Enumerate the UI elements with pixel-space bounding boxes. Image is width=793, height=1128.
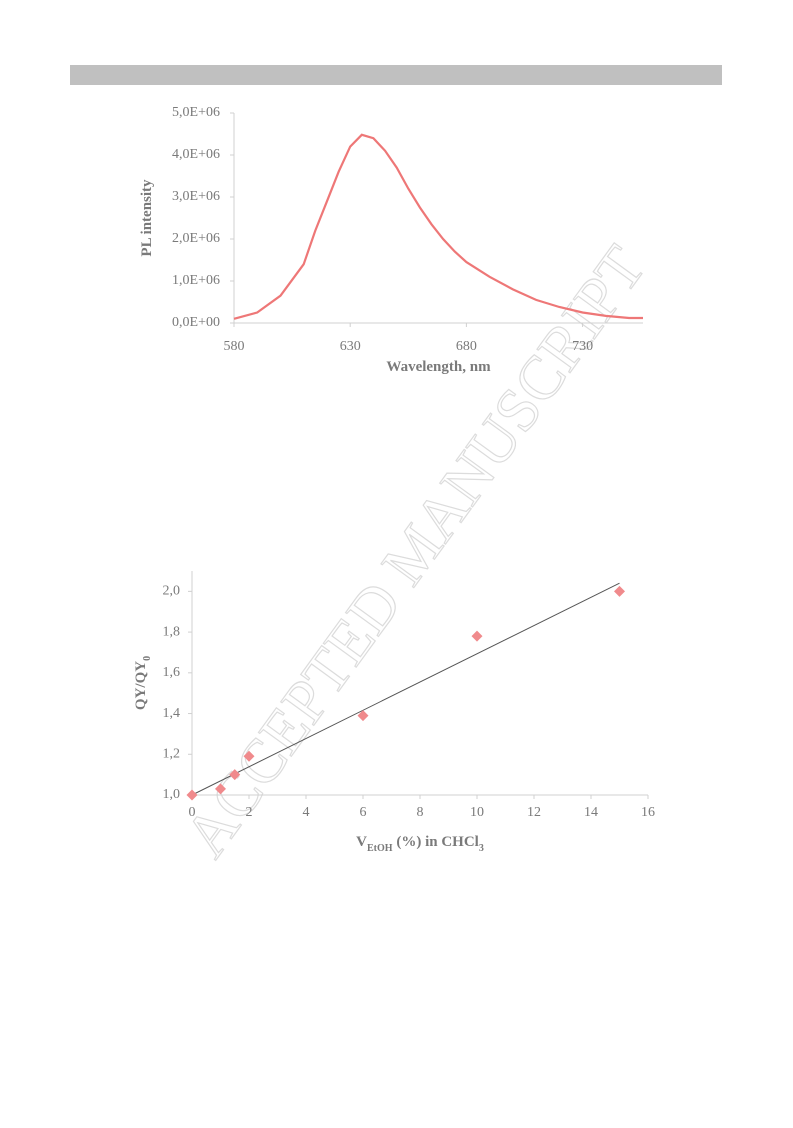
y-tick-label: 1,8 <box>163 624 181 639</box>
x-tick-label: 12 <box>527 805 541 820</box>
y-tick-label: 1,4 <box>163 706 181 721</box>
x-tick-label: 680 <box>456 339 477 354</box>
x-tick-label: 4 <box>303 805 310 820</box>
data-point <box>357 710 369 722</box>
x-tick-label: 6 <box>360 805 367 820</box>
label-text: PL intensity <box>139 179 155 257</box>
subscript: EtOH <box>367 843 393 854</box>
label-text: (%) in CHCl <box>393 834 479 850</box>
x-axis-label: VEtOH (%) in CHCl3 <box>356 834 484 853</box>
y-tick-label: 4,0E+06 <box>172 147 220 162</box>
x-tick-label: 14 <box>584 805 598 820</box>
x-tick-label: 630 <box>340 339 361 354</box>
x-tick-label: 2 <box>246 805 253 820</box>
data-point <box>243 750 255 762</box>
x-tick-label: 16 <box>641 805 655 820</box>
trendline <box>191 582 620 796</box>
label-text: QY/QY <box>133 661 149 710</box>
y-axis-label: PL intensity <box>139 179 155 257</box>
subscript: 0 <box>142 656 153 661</box>
x-axis-label: Wavelength, nm <box>386 359 491 375</box>
x-tick-label: 0 <box>189 805 196 820</box>
x-tick-label: 8 <box>417 805 424 820</box>
header-bar <box>70 65 722 85</box>
x-tick-label: 10 <box>470 805 484 820</box>
y-tick-label: 1,6 <box>163 665 181 680</box>
x-tick-label: 730 <box>572 339 593 354</box>
x-tick-label: 580 <box>224 339 245 354</box>
subscript: 3 <box>479 843 484 854</box>
data-point <box>614 585 625 597</box>
watermark: ACCEPTED MANUSCRIPT <box>172 234 659 869</box>
y-tick-label: 1,0E+06 <box>172 273 220 288</box>
y-axis-label: QY/QY0 <box>133 656 152 710</box>
y-tick-label: 3,0E+06 <box>172 189 220 204</box>
y-tick-label: 0,0E+00 <box>172 315 220 330</box>
y-tick-label: 2,0 <box>163 584 181 599</box>
spectrum-line <box>233 133 643 320</box>
y-tick-label: 1,2 <box>163 746 181 761</box>
y-tick-label: 1,0 <box>163 787 181 802</box>
label-text: V <box>356 834 367 850</box>
y-tick-label: 5,0E+06 <box>172 105 220 120</box>
data-point <box>471 630 483 642</box>
data-point <box>215 783 226 795</box>
y-tick-label: 2,0E+06 <box>172 231 220 246</box>
data-point <box>186 789 198 801</box>
data-point <box>229 769 241 781</box>
label-text: Wavelength, nm <box>386 359 491 375</box>
